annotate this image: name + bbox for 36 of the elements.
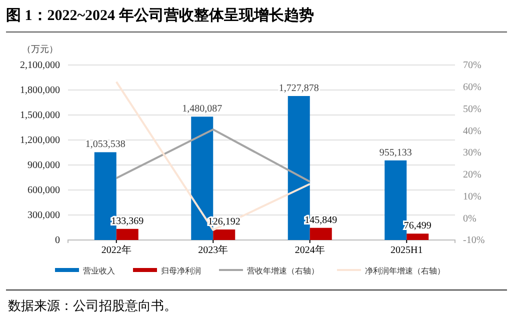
- legend-label: 营业收入: [83, 266, 115, 276]
- legend-label: 净利润年增速（右轴）: [365, 266, 445, 276]
- data-label: 1,480,087: [182, 104, 222, 115]
- y-tick-label: 900,000: [28, 160, 60, 172]
- y-tick-label: 2,100,000: [20, 60, 60, 72]
- y2-tick-label: 30%: [463, 148, 482, 159]
- y2-tick-label: 70%: [463, 60, 482, 72]
- y-axis-title: （万元）: [22, 44, 58, 54]
- y2-tick-label: 10%: [463, 191, 482, 202]
- y2-tick-label: 60%: [463, 82, 482, 94]
- data-label: 955,133: [379, 147, 412, 158]
- x-tick-label: 2023年: [198, 244, 228, 256]
- y2-tick-label: 0%: [463, 213, 476, 224]
- y-tick-label: 600,000: [28, 185, 60, 196]
- y-tick-label: 1,200,000: [20, 135, 60, 146]
- x-tick-label: 2025H1: [390, 245, 423, 256]
- y-tick-label: 1,800,000: [20, 85, 60, 96]
- legend-label: 营收年增速（右轴）: [247, 266, 319, 276]
- legend-label: 归母净利润: [161, 266, 201, 276]
- x-tick-label: 2024年: [294, 244, 325, 256]
- data-label: 1,053,538: [85, 139, 126, 150]
- y-tick-label: 0: [55, 235, 60, 246]
- x-tick-label: 2022年: [101, 244, 132, 256]
- data-label: 1,727,878: [278, 83, 319, 94]
- y2-tick-label: -10%: [463, 235, 485, 246]
- y-tick-label: 300,000: [28, 210, 60, 222]
- y2-tick-label: 20%: [463, 170, 482, 181]
- bar: [116, 228, 138, 240]
- y2-tick-label: 50%: [463, 104, 482, 115]
- bar: [406, 234, 429, 240]
- source-note: 数据来源：公司招股意向书。: [8, 298, 177, 313]
- y2-tick-label: 40%: [463, 126, 482, 137]
- y-tick-label: 1,500,000: [20, 110, 60, 122]
- chart-title: 图 1：2022~2024 年公司营收整体呈现增长趋势: [6, 7, 314, 24]
- bar: [310, 228, 332, 240]
- bar: [213, 229, 236, 240]
